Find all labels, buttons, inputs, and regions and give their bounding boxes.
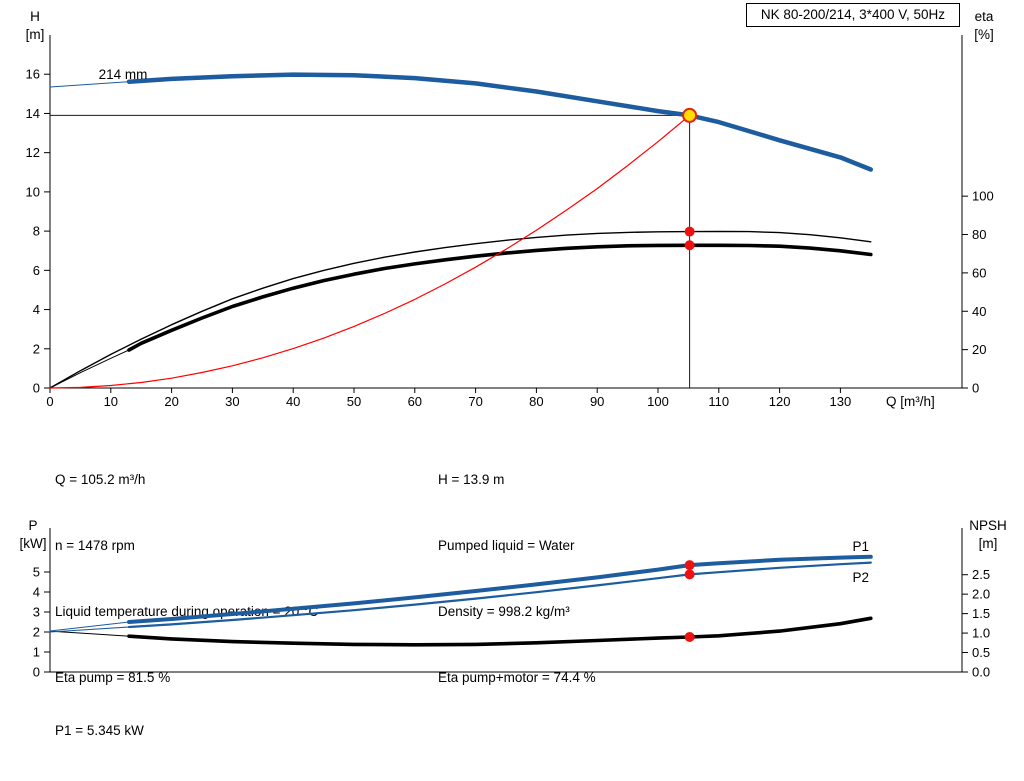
right-axis-title: [m] xyxy=(979,536,998,551)
p1-curve-label: P1 xyxy=(853,539,870,554)
x-tick-label: 20 xyxy=(164,394,178,409)
left-axis-title: P xyxy=(28,518,37,533)
right-tick-label: 0.0 xyxy=(972,665,990,680)
eta-pump-motor-lead xyxy=(49,349,130,389)
left-tick-label: 8 xyxy=(33,224,40,239)
left-tick-label: 0 xyxy=(33,665,40,680)
operating-point-dot xyxy=(684,226,695,237)
x-tick-label: 30 xyxy=(225,394,239,409)
p2-curve-label: P2 xyxy=(853,570,870,585)
x-tick-label: 100 xyxy=(647,394,669,409)
left-axis-title: [kW] xyxy=(20,536,47,551)
power-npsh-chart: 0 1 2 3 4 5 0.0 0.5 1.0 1.5 2.0 2.5 P1 P2 P [kW] NPSH [m] xyxy=(20,518,1007,680)
qh-eta-chart: 0 10 20 30 40 50 60 70 80 90 100 110 120 130024681012… xyxy=(26,9,994,409)
npsh-curve xyxy=(127,616,873,647)
left-tick-label: 0 xyxy=(33,381,40,396)
p2-curve-lead xyxy=(49,626,130,633)
info-line-density: Density = 998.2 kg/m³ xyxy=(438,604,570,619)
info-line-flow: Q = 105.2 m³/h xyxy=(55,472,146,487)
x-tick-label: 0 xyxy=(46,394,53,409)
right-tick-label: 1.5 xyxy=(972,606,990,621)
right-axis-title: eta xyxy=(975,9,994,24)
x-tick-label: 120 xyxy=(769,394,791,409)
right-tick-label: 80 xyxy=(972,227,986,242)
right-tick-label: 2.5 xyxy=(972,567,990,582)
x-tick-label: 60 xyxy=(408,394,422,409)
left-tick-label: 4 xyxy=(33,302,40,317)
x-tick-label: 70 xyxy=(468,394,482,409)
x-tick-label: 80 xyxy=(529,394,543,409)
system-curve xyxy=(49,114,691,389)
left-tick-label: 4 xyxy=(33,585,40,600)
left-tick-label: 14 xyxy=(26,106,40,121)
right-tick-label: 2.0 xyxy=(972,587,990,602)
left-tick-label: 16 xyxy=(26,67,40,82)
left-tick-label: 3 xyxy=(33,605,40,620)
left-tick-label: 1 xyxy=(33,645,40,660)
right-tick-label: 1.0 xyxy=(972,626,990,641)
right-tick-label: 0.5 xyxy=(972,645,990,660)
left-tick-label: 5 xyxy=(33,565,40,580)
right-tick-label: 20 xyxy=(972,342,986,357)
info-line-eta-pump-motor: Eta pump+motor = 74.4 % xyxy=(438,670,596,685)
left-tick-label: 6 xyxy=(33,263,40,278)
operating-point-dot xyxy=(684,631,695,642)
right-tick-label: 100 xyxy=(972,189,994,204)
x-tick-label: 50 xyxy=(347,394,361,409)
x-tick-label: 10 xyxy=(104,394,118,409)
operating-point-dot xyxy=(684,560,695,571)
x-axis-title: Q [m³/h] xyxy=(886,394,935,409)
npsh-curve-lead xyxy=(49,630,130,637)
right-tick-label: 60 xyxy=(972,265,986,280)
info-line-eta-pump: Eta pump = 81.5 % xyxy=(55,670,171,685)
right-tick-label: 0 xyxy=(972,381,979,396)
pump-curve-lead xyxy=(49,81,130,88)
x-tick-label: 110 xyxy=(708,394,729,409)
left-tick-label: 10 xyxy=(26,184,40,199)
pump-title-box: NK 80-200/214, 3*400 V, 50Hz xyxy=(745,3,960,27)
info-line-liquid: Pumped liquid = Water xyxy=(438,538,575,553)
x-tick-label: 90 xyxy=(590,394,604,409)
duty-point-marker xyxy=(682,107,698,123)
info-line-p1: P1 = 5.345 kW xyxy=(55,723,144,738)
left-tick-label: 12 xyxy=(26,145,40,160)
left-axis-title: H xyxy=(30,9,40,24)
p2-curve xyxy=(127,561,872,629)
left-axis-title: [m] xyxy=(26,27,45,42)
p1-curve-lead xyxy=(49,621,130,632)
left-tick-label: 2 xyxy=(33,341,40,356)
p1-curve xyxy=(127,554,873,624)
eta-pump-motor-curve xyxy=(127,243,873,352)
power-info-column: P1 = 5.345 kW P2 = 4.88 kW NPSH = 0.9 m … xyxy=(55,676,363,781)
info-line-speed: n = 1478 rpm xyxy=(55,538,135,553)
x-tick-label: 130 xyxy=(830,394,852,409)
left-tick-label: 2 xyxy=(33,625,40,640)
operating-point-dot xyxy=(684,240,695,251)
right-tick-label: 40 xyxy=(972,304,986,319)
right-axis-title: NPSH xyxy=(969,518,1007,533)
pump-curve-214mm xyxy=(126,72,874,172)
right-axis-title: [%] xyxy=(974,27,994,42)
impeller-diameter-label: 214 mm xyxy=(99,67,148,82)
duty-info-right-column: H = 13.9 m Pumped liquid = Water Density… xyxy=(438,425,596,733)
eta-pump-curve xyxy=(49,230,872,389)
info-line-head: H = 13.9 m xyxy=(438,472,505,487)
operating-point-dot xyxy=(684,569,695,580)
x-tick-label: 40 xyxy=(286,394,300,409)
